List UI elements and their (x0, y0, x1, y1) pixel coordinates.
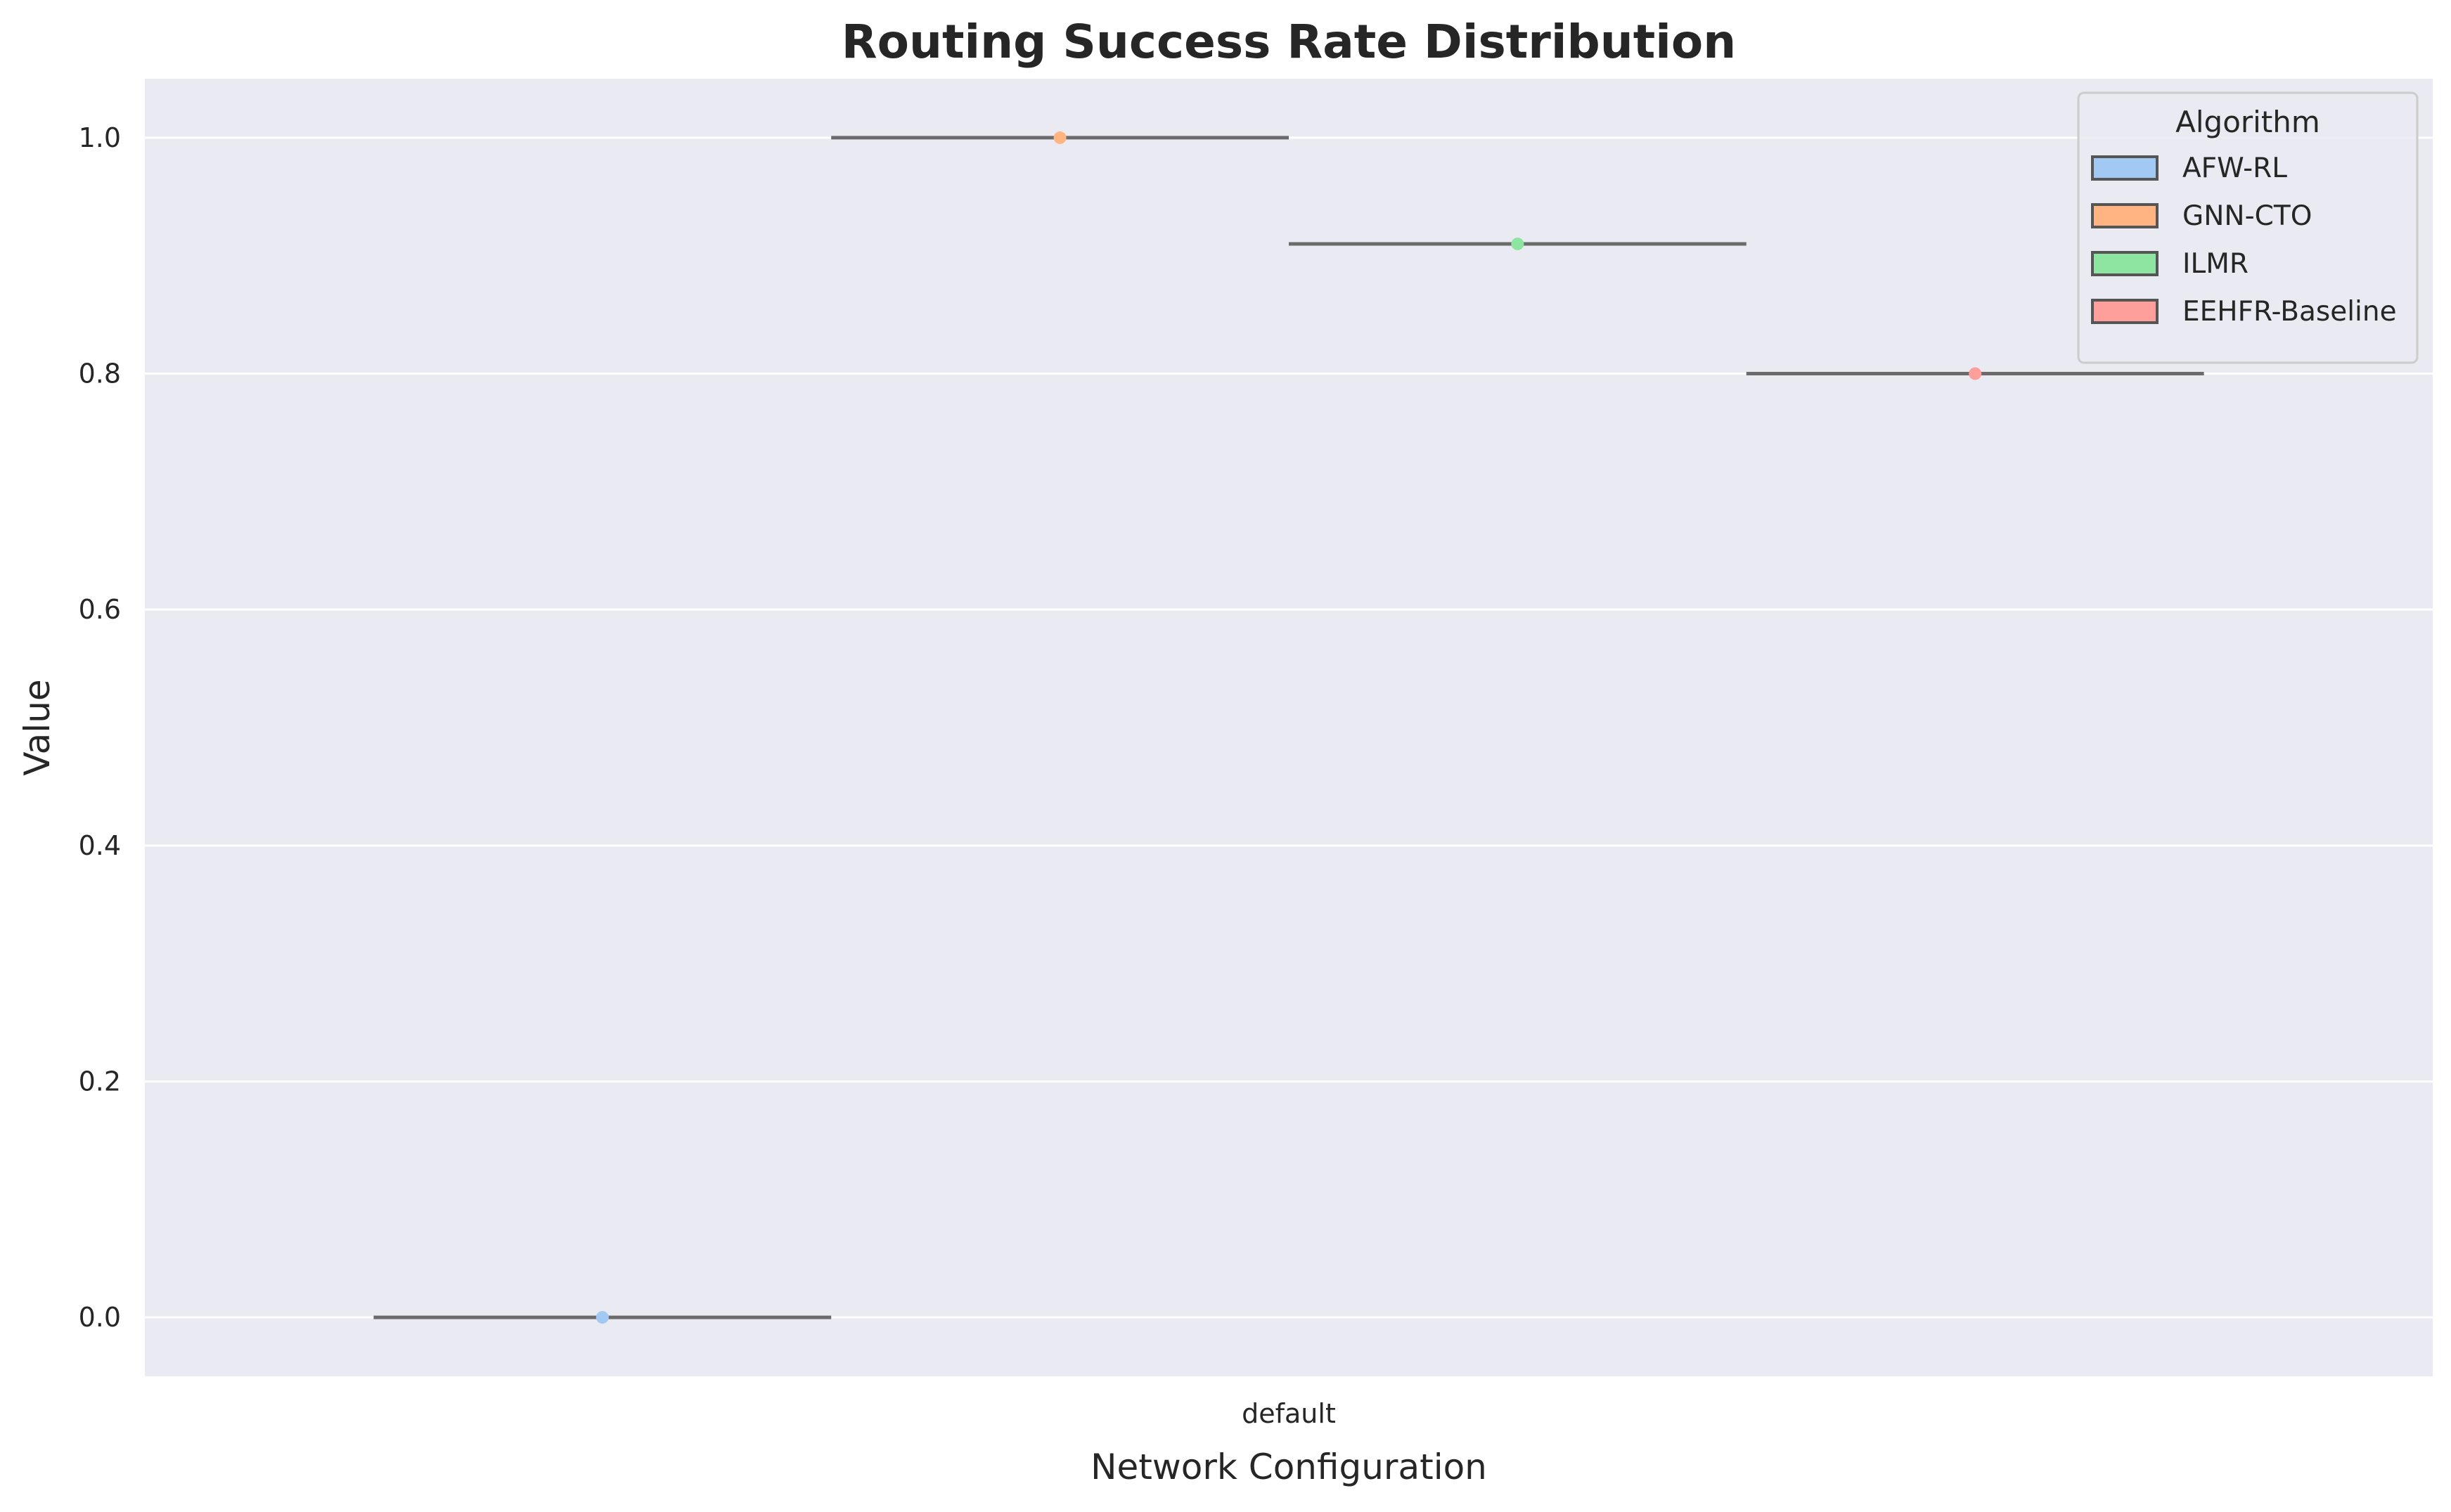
plot-area (145, 79, 2433, 1376)
y-tick-label: 0.0 (79, 1302, 121, 1333)
y-tick-label: 0.6 (79, 594, 121, 625)
legend-item: ILMR (2091, 248, 2249, 280)
legend-item: GNN-CTO (2091, 200, 2312, 232)
violin-median-point (1511, 237, 1524, 250)
y-axis-label: Value (17, 679, 58, 775)
legend-items: AFW-RL GNN-CTO ILMR EEHFR-Baseline (2091, 153, 2397, 328)
violin-median-point (1969, 367, 1982, 380)
legend-label: GNN-CTO (2182, 200, 2312, 232)
violin-gnn-cto (831, 131, 1289, 144)
legend-item: AFW-RL (2091, 153, 2287, 184)
legend-swatch (2091, 251, 2159, 276)
legend: Algorithm AFW-RL GNN-CTO ILMR EEHFR-Baselin… (2077, 91, 2419, 364)
violin-median-point (1053, 131, 1067, 144)
legend-label: EEHFR-Baseline (2182, 296, 2397, 328)
violin-ilmr (1289, 237, 1746, 250)
y-tick-label: 0.2 (79, 1066, 121, 1097)
legend-item: EEHFR-Baseline (2091, 296, 2397, 328)
legend-label: AFW-RL (2182, 153, 2287, 184)
violin-eehfr-baseline (1746, 367, 2204, 380)
y-tick-labels: 0.0 0.2 0.4 0.6 0.8 1.0 (79, 122, 121, 1333)
x-tick-labels: default (1242, 1398, 1336, 1429)
legend-label: ILMR (2182, 248, 2249, 280)
x-tick-label: default (1242, 1398, 1336, 1429)
y-tick-label: 1.0 (79, 122, 121, 153)
legend-title: Algorithm (2175, 105, 2320, 139)
y-tick-label: 0.8 (79, 358, 121, 389)
violin-marks (373, 131, 2204, 1324)
violin-afw-rl (373, 1311, 832, 1324)
violin-median-point (596, 1311, 609, 1324)
legend-box (2077, 91, 2419, 364)
legend-swatch (2091, 203, 2159, 228)
y-tick-label: 0.4 (79, 830, 121, 861)
x-axis-label: Network Configuration (1091, 1447, 1487, 1487)
legend-swatch (2091, 155, 2159, 181)
chart-title: Routing Success Rate Distribution (842, 15, 1736, 69)
legend-swatch (2091, 299, 2159, 324)
